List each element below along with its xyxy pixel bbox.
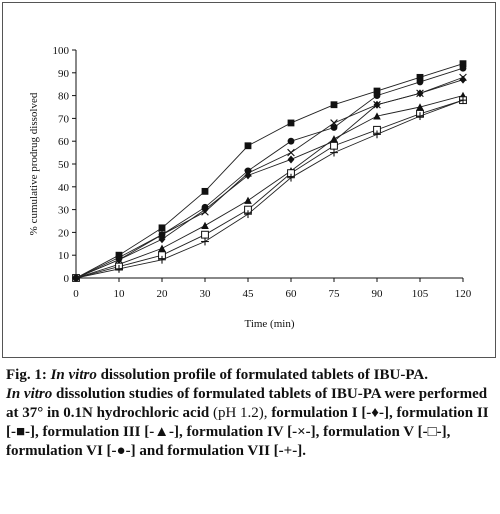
data-point-circle — [115, 254, 123, 261]
series-line-diamond — [75, 79, 464, 279]
series-line-circle — [75, 67, 464, 279]
x-tick-label: 60 — [286, 288, 298, 300]
x-tick-label: 105 — [412, 288, 429, 300]
figure-frame: 0 10 20 30 40 50 60 70 80 90 100 0 10 20 30 45 60 75 90 105… — [2, 2, 496, 358]
data-point-diamond — [459, 75, 467, 84]
x-tick-label: 10 — [114, 288, 126, 300]
y-tick-label: 90 — [58, 68, 70, 80]
x-tick-label: 45 — [243, 288, 255, 300]
y-tick-label: 10 — [58, 250, 70, 262]
y-tick-label: 40 — [58, 182, 70, 194]
series-line-cross — [75, 76, 464, 279]
description-text-2: formulation I [-♦-], formulation II [-■-… — [6, 405, 489, 459]
figure-title-text: dissolution profile of formulated tablet… — [100, 367, 428, 383]
description-italic: In vitro — [6, 386, 53, 402]
data-point-triangle — [244, 196, 252, 204]
series-line-plus — [75, 99, 464, 279]
data-point-square — [330, 101, 338, 109]
data-point-circle — [244, 167, 252, 175]
y-tick-label: 70 — [58, 113, 70, 125]
y-tick-label: 20 — [58, 227, 70, 239]
data-point-cross — [373, 100, 381, 109]
y-tick-label: 50 — [58, 159, 70, 171]
cross-stroke — [373, 100, 381, 109]
chart-series — [72, 60, 467, 282]
data-point-cross — [459, 73, 467, 82]
data-point-plus — [158, 255, 166, 264]
data-point-plus — [416, 112, 424, 121]
data-point-circle — [158, 231, 166, 239]
figure-title-italic: In vitro — [50, 367, 97, 383]
data-point-plus — [287, 173, 295, 182]
data-point-triangle — [158, 244, 166, 252]
description-text-1: dissolution studies of formulated tablet… — [6, 386, 488, 421]
x-tick-label: 120 — [455, 288, 472, 300]
series-square — [72, 60, 467, 282]
y-axis-label: % cumulative prodrug dissolved — [28, 92, 40, 235]
data-point-open-square — [330, 141, 338, 150]
data-point-circle — [201, 203, 209, 211]
data-point-plus — [201, 237, 209, 246]
cross-stroke — [416, 89, 424, 98]
data-point-square — [158, 224, 166, 232]
data-point-diamond — [287, 155, 295, 164]
data-point-triangle — [416, 103, 424, 111]
data-point-triangle — [373, 112, 381, 120]
data-point-plus — [459, 96, 467, 105]
x-tick-label: 20 — [157, 288, 169, 300]
figure-label: Fig. 1: — [6, 367, 47, 383]
series-line-square — [75, 63, 464, 279]
data-point-square — [459, 60, 467, 68]
y-tick-label: 0 — [64, 273, 70, 285]
data-point-cross — [287, 148, 295, 157]
figure-caption: Fig. 1: In vitro dissolution profile of … — [6, 366, 496, 461]
cross-stroke — [287, 148, 295, 157]
figure-description: In vitro dissolution studies of formulat… — [6, 385, 496, 461]
x-tick-label: 75 — [329, 288, 341, 300]
y-tick-label: 100 — [53, 45, 70, 57]
x-axis-label: Time (min) — [244, 318, 294, 330]
y-tick-label: 80 — [58, 91, 70, 103]
cross-stroke — [459, 73, 467, 82]
data-point-square — [373, 87, 381, 95]
chart-axes: 0 10 20 30 40 50 60 70 80 90 100 0 10 20 30 45 60 75 90 105… — [53, 45, 472, 300]
data-point-circle — [287, 137, 295, 145]
y-tick-label: 30 — [58, 205, 70, 217]
data-point-square — [244, 142, 252, 150]
data-point-cross — [416, 89, 424, 98]
x-tick-label: 30 — [200, 288, 212, 300]
series-line-open-square — [75, 99, 464, 279]
data-point-circle — [373, 92, 381, 99]
data-point-plus — [330, 148, 338, 157]
data-point-circle — [330, 124, 338, 131]
x-tick-label: 0 — [73, 288, 79, 300]
data-point-circle — [459, 64, 467, 72]
x-tick-label: 90 — [372, 288, 384, 300]
dissolution-chart: 0 10 20 30 40 50 60 70 80 90 100 0 10 20 30 45 60 75 90 105… — [28, 45, 472, 330]
data-point-square — [201, 187, 209, 195]
data-point-plus — [244, 210, 252, 219]
series-plus — [72, 96, 467, 282]
series-line-triangle — [75, 95, 464, 279]
data-point-circle — [416, 78, 424, 86]
figure-title: Fig. 1: In vitro dissolution profile of … — [6, 366, 496, 385]
data-point-square — [287, 119, 295, 127]
y-tick-label: 60 — [58, 136, 70, 148]
description-paren: (pH 1.2), — [212, 405, 268, 421]
series-circle — [72, 64, 467, 282]
data-point-triangle — [201, 221, 209, 229]
data-point-triangle — [330, 135, 338, 143]
data-point-plus — [115, 264, 123, 273]
data-point-open-square — [201, 230, 209, 239]
data-point-plus — [72, 274, 80, 282]
data-point-square — [416, 73, 424, 81]
data-point-plus — [373, 130, 381, 139]
